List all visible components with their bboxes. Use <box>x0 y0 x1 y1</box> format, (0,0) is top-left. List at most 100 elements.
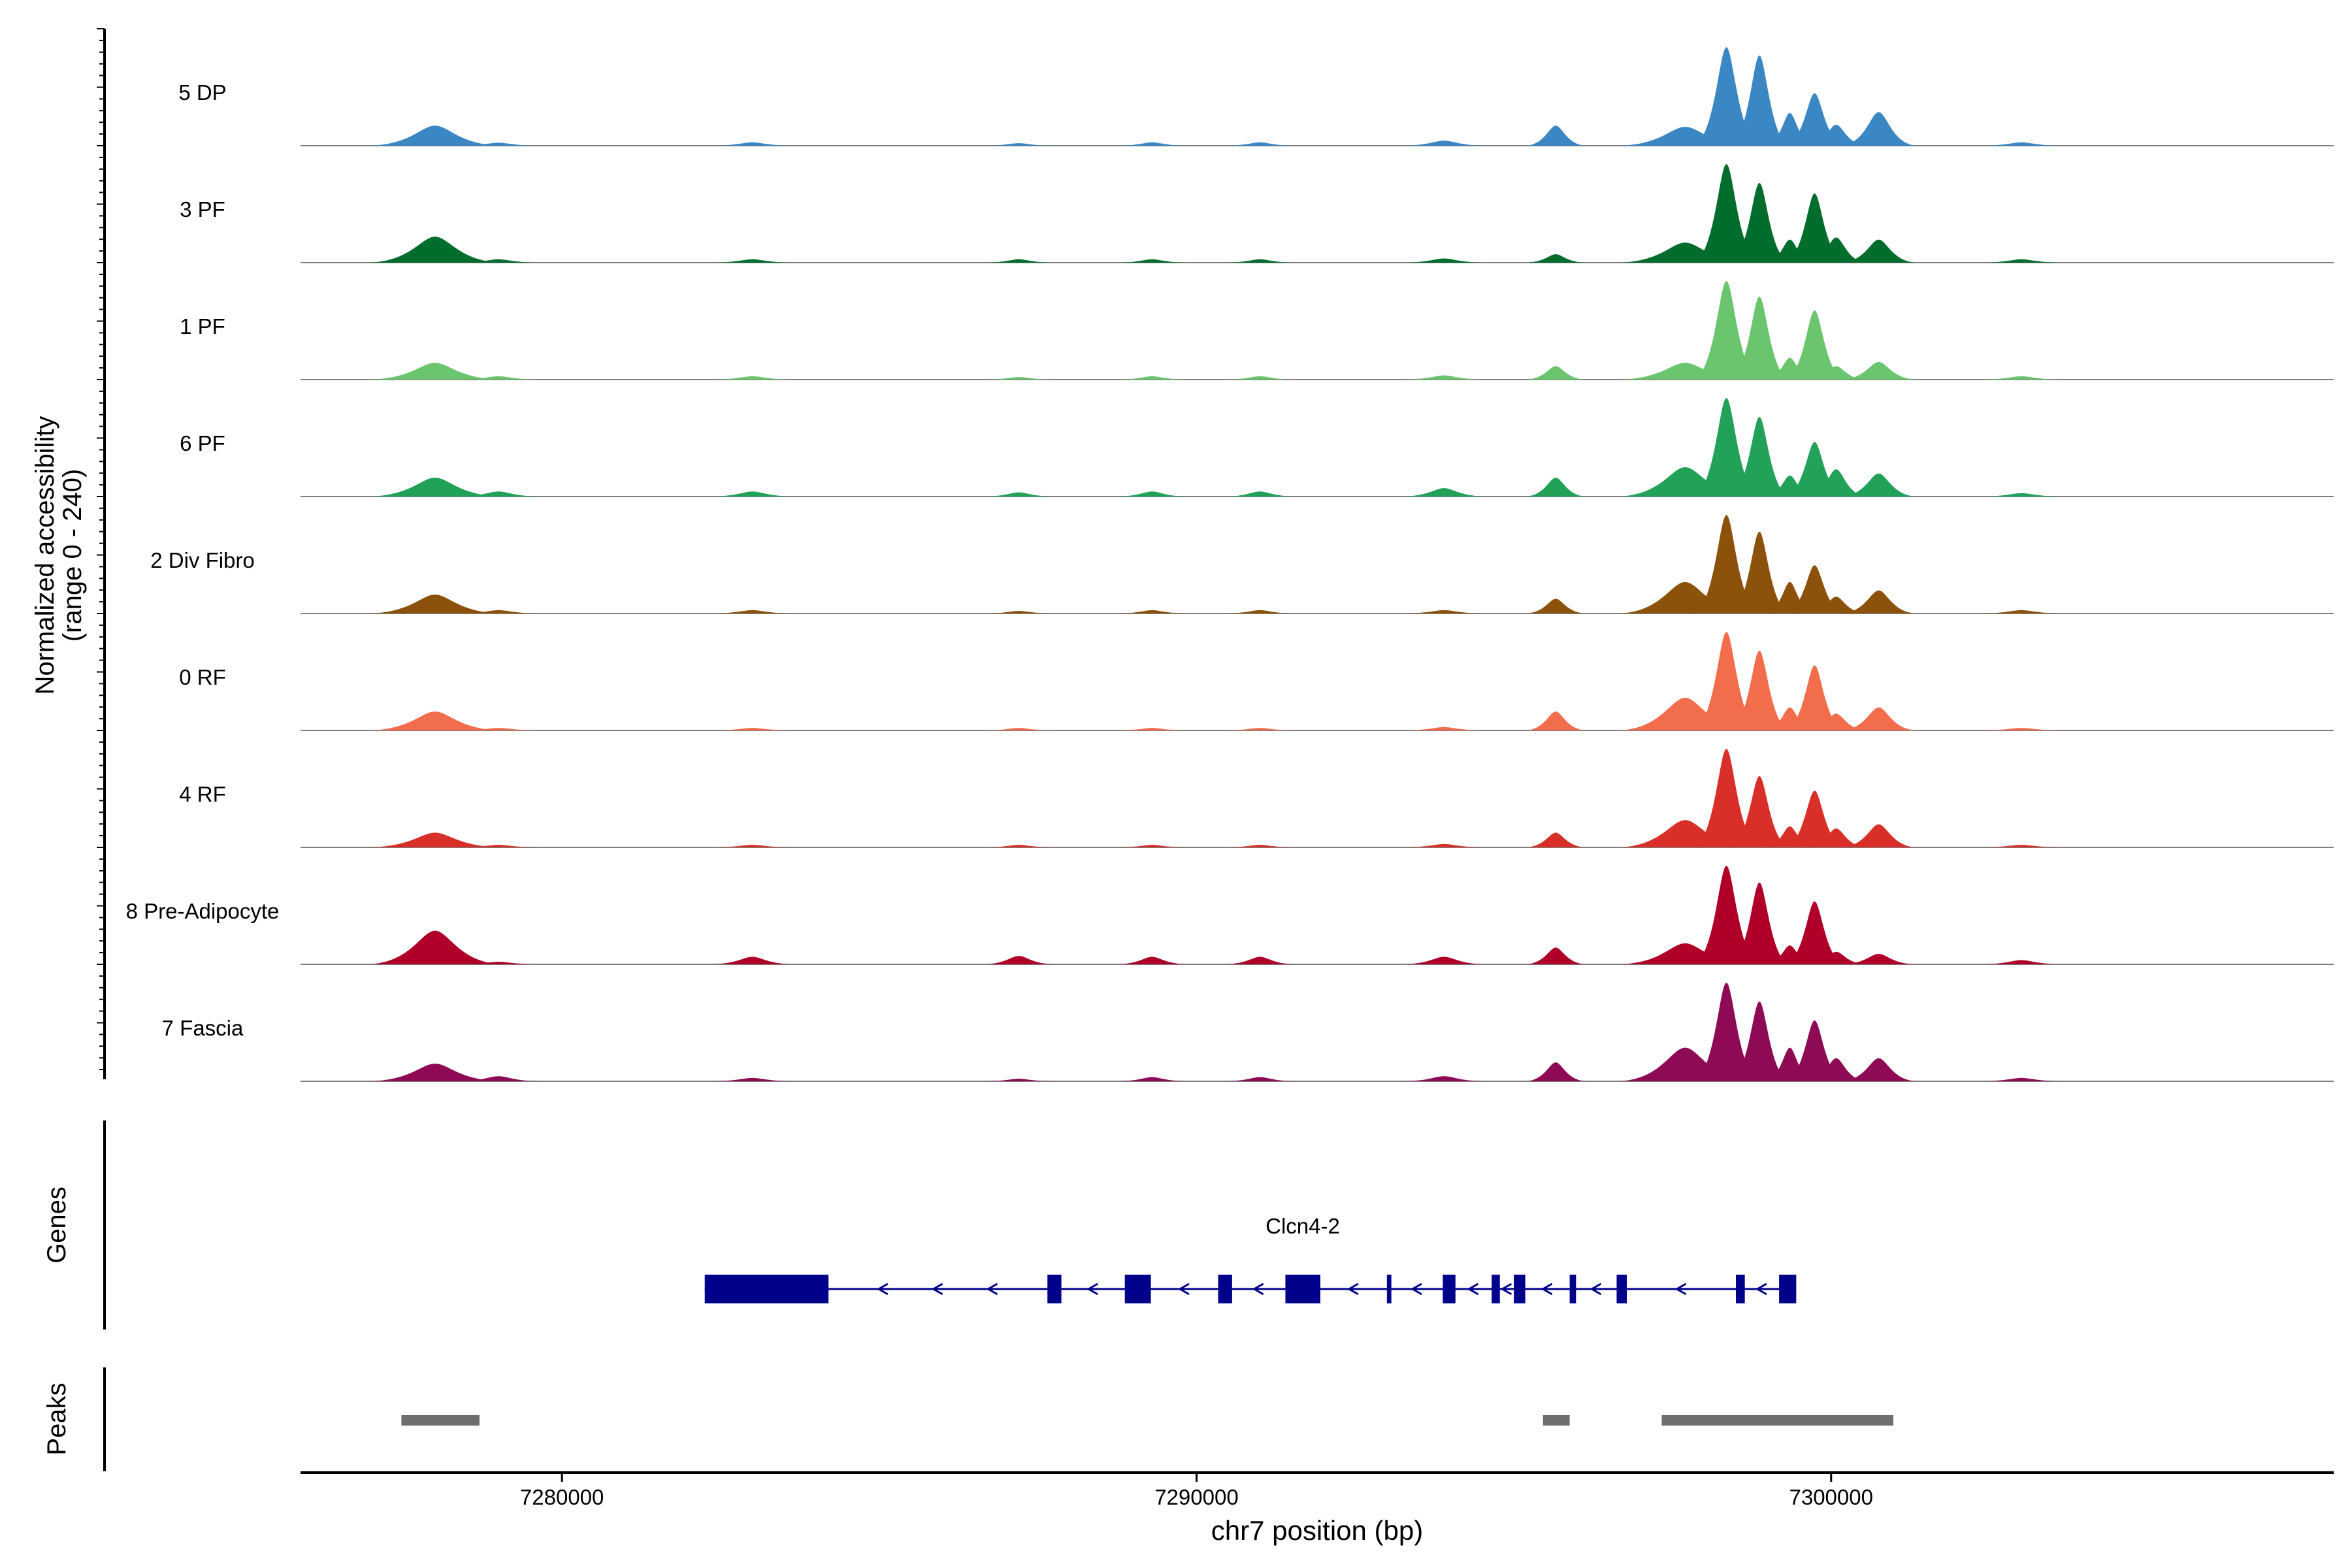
y-axis-title-line2: (range 0 - 240) <box>58 469 87 642</box>
y-axis-title-line1: Normalized accessibility <box>31 416 59 695</box>
coverage-peak <box>1222 610 1298 613</box>
coverage-peak <box>1222 845 1298 847</box>
coverage-peak <box>1691 164 1761 263</box>
coverage-peak <box>1222 259 1298 263</box>
coverage-peak <box>454 142 544 146</box>
coverage-y-axis <box>97 28 106 1079</box>
coverage-peak <box>365 1064 505 1081</box>
peak-track <box>401 1415 1893 1426</box>
coverage-peak <box>1839 707 1918 730</box>
strand-arrow <box>1541 1282 1553 1296</box>
coverage-peak <box>708 142 797 146</box>
coverage-peak <box>708 610 797 613</box>
coverage-peak <box>1839 824 1918 847</box>
coverage-peak <box>1977 376 2066 380</box>
gene-exon <box>1514 1275 1526 1303</box>
coverage-peak <box>1977 142 2066 146</box>
coverage-peak <box>1399 258 1489 263</box>
coverage-peak <box>365 711 505 730</box>
coverage-peak <box>1727 56 1791 146</box>
coverage-peak <box>1839 112 1918 146</box>
coverage-peak <box>708 259 797 263</box>
track-3-pf: 3 PF <box>180 164 2334 263</box>
coverage-peak <box>1399 843 1489 847</box>
strand-arrow <box>1086 1282 1098 1296</box>
coverage-peak <box>454 1076 544 1081</box>
coverage-peak <box>1222 491 1298 497</box>
strand-arrow <box>986 1282 998 1296</box>
gene-track: Clcn4-2 <box>704 1214 1797 1303</box>
coverage-peak <box>1524 1062 1588 1081</box>
strand-arrow <box>1500 1282 1512 1296</box>
track-label: 8 Pre-Adipocyte <box>126 899 280 923</box>
gene-exon <box>1285 1275 1320 1303</box>
coverage-peak <box>708 728 797 730</box>
coverage-peak <box>1114 491 1190 497</box>
coverage-peak <box>1727 417 1791 497</box>
coverage-peak <box>1839 473 1918 497</box>
coverage-peak <box>1114 142 1190 146</box>
coverage-peak <box>981 611 1057 613</box>
coverage-peak <box>1727 776 1791 847</box>
coverage-peak <box>1222 956 1298 964</box>
coverage-peak <box>1524 598 1588 613</box>
coverage-tracks: 5 DP 3 PF 1 PF 6 PF 2 Div Fibro 0 RF 4 RF 8 Pre… <box>126 47 2334 1082</box>
coverage-peak <box>1804 596 1869 613</box>
coverage-peak <box>1399 610 1489 613</box>
x-tick-label: 7280000 <box>520 1485 604 1509</box>
coverage-peak <box>1524 254 1588 263</box>
coverage-peak <box>981 377 1057 380</box>
coverage-peak <box>365 237 505 263</box>
x-axis-title: chr7 position (bp) <box>1211 1515 1424 1546</box>
coverage-peak <box>1839 953 1918 964</box>
peak-region <box>401 1415 480 1426</box>
coverage-peak <box>981 1079 1057 1081</box>
coverage-peak <box>1727 882 1791 964</box>
coverage-peak <box>1804 469 1869 497</box>
coverage-peak <box>981 259 1057 263</box>
coverage-peak <box>981 143 1057 146</box>
coverage-peak <box>1977 728 2066 730</box>
coverage-peak <box>1399 956 1489 964</box>
track-7-fascia: 7 Fascia <box>162 983 2334 1082</box>
gene-exon <box>1047 1275 1062 1303</box>
track-label: 5 DP <box>178 80 226 105</box>
coverage-peak <box>1804 237 1869 263</box>
strand-arrow <box>876 1282 889 1296</box>
coverage-peak <box>1524 366 1588 380</box>
coverage-peak <box>1782 665 1847 730</box>
coverage-peak <box>1114 259 1190 263</box>
track-label: 3 PF <box>180 197 225 221</box>
coverage-peak <box>1804 828 1869 847</box>
coverage-peak <box>1782 901 1847 964</box>
genes-track-title: Genes <box>42 1186 71 1264</box>
coverage-peak <box>1691 632 1761 730</box>
coverage-peak <box>1691 749 1761 847</box>
peaks-track-title: Peaks <box>42 1382 71 1455</box>
x-tick-label: 7290000 <box>1154 1485 1238 1509</box>
coverage-peak <box>1399 727 1489 730</box>
track-label: 0 RF <box>179 665 226 689</box>
coverage-peak <box>454 259 544 263</box>
coverage-peak <box>1222 1077 1298 1081</box>
coverage-peak <box>1524 947 1588 964</box>
coverage-peak <box>1839 239 1918 263</box>
coverage-y-ticks <box>97 28 105 1071</box>
coverage-peak <box>1782 310 1847 380</box>
gene-exon <box>704 1275 829 1303</box>
coverage-peak <box>981 492 1057 497</box>
coverage-peak <box>1524 711 1588 730</box>
coverage-peak <box>365 125 505 146</box>
coverage-peak <box>1727 296 1791 380</box>
coverage-peak <box>1399 488 1489 497</box>
gene-exon <box>1616 1275 1627 1303</box>
coverage-peak <box>1727 183 1791 263</box>
coverage-peak <box>365 832 505 847</box>
track-4-rf: 4 RF <box>179 749 2334 848</box>
coverage-peak <box>1399 140 1489 146</box>
track-5-dp: 5 DP <box>178 47 2334 146</box>
strand-arrow <box>1410 1282 1422 1296</box>
strand-arrow <box>1252 1282 1264 1296</box>
coverage-peak <box>454 845 544 847</box>
coverage-peak <box>708 956 797 964</box>
